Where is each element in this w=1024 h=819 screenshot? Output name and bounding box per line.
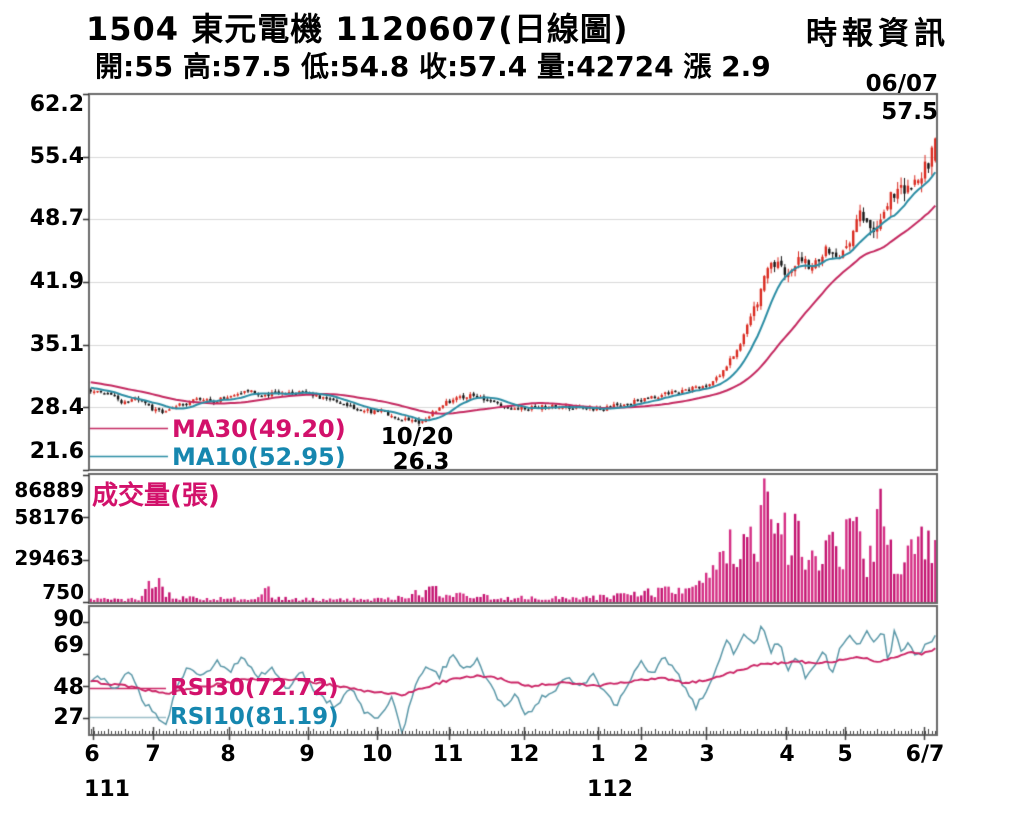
month-label-5: 5 — [837, 742, 853, 767]
month-label-8: 8 — [220, 742, 236, 767]
month-label-6: 6 — [84, 742, 100, 767]
price-ytick-55.4: 55.4 — [29, 144, 84, 169]
last-date-annotation: 06/07 — [865, 71, 938, 97]
year-label-111: 111 — [84, 777, 130, 802]
year-label-112: 112 — [587, 777, 633, 802]
rsi10-legend: RSI10(81.19) — [170, 704, 339, 730]
volume-ytick-29463: 29463 — [14, 546, 84, 570]
month-label-6-7: 6/7 — [905, 742, 945, 767]
rsi-ytick-90: 90 — [53, 607, 84, 632]
month-label-12: 12 — [508, 742, 540, 767]
low-date-annotation: 10/20 — [380, 424, 454, 450]
price-ytick-21.6: 21.6 — [29, 439, 84, 464]
ma10-legend: MA10(52.95) — [172, 443, 346, 471]
volume-ytick-86889: 86889 — [14, 478, 84, 502]
price-ytick-62.2: 62.2 — [29, 92, 84, 117]
ohlc-summary: 開:55 高:57.5 低:54.8 收:57.4 量:42724 漲 2.9 — [95, 50, 771, 83]
source-label: 時報資訊 — [806, 16, 950, 52]
month-label-2: 2 — [633, 742, 649, 767]
price-ytick-28.4: 28.4 — [29, 395, 84, 420]
volume-title: 成交量(張) — [92, 481, 220, 511]
month-label-10: 10 — [361, 742, 393, 767]
price-ytick-48.7: 48.7 — [29, 206, 84, 231]
month-label-4: 4 — [779, 742, 795, 767]
rsi-ytick-69: 69 — [53, 633, 84, 658]
last-high-annotation: 57.5 — [881, 99, 938, 125]
month-label-3: 3 — [699, 742, 715, 767]
month-label-11: 11 — [432, 742, 464, 767]
rsi-ytick-48: 48 — [53, 675, 84, 700]
month-label-1: 1 — [590, 742, 606, 767]
rsi30-legend: RSI30(72.72) — [170, 675, 339, 701]
price-ytick-41.9: 41.9 — [29, 269, 84, 294]
page-title: 1504 東元電機 1120607(日線圖) — [86, 10, 629, 48]
price-ytick-35.1: 35.1 — [29, 332, 84, 357]
month-label-9: 9 — [299, 742, 315, 767]
volume-ytick-750: 750 — [42, 580, 84, 604]
rsi-ytick-27: 27 — [53, 705, 84, 730]
volume-ytick-58176: 58176 — [14, 505, 84, 529]
month-label-7: 7 — [145, 742, 161, 767]
low-price-annotation: 26.3 — [392, 449, 450, 475]
ma30-legend: MA30(49.20) — [172, 415, 346, 443]
